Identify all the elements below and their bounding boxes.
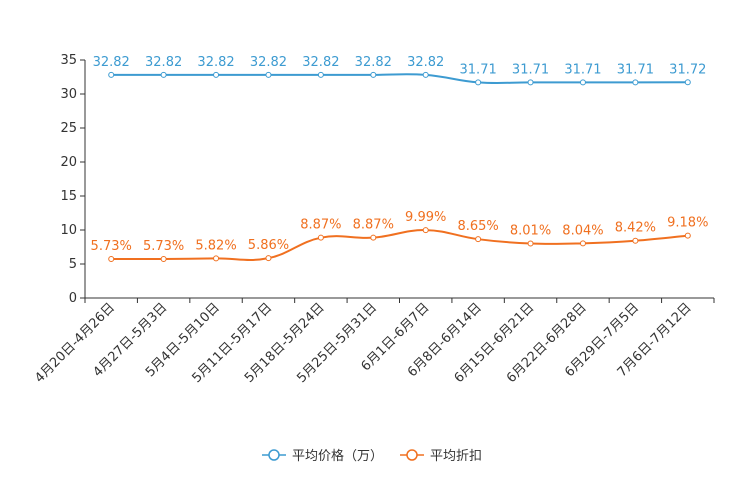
data-label: 8.87% [353, 218, 394, 233]
series-layer: 32.82 32.82 32.82 32.82 32.82 32.82 32.82 31.71… [91, 55, 708, 263]
data-point [160, 256, 167, 263]
data-point [632, 79, 639, 86]
data-label: 5.82% [195, 238, 236, 253]
legend-item-avg-price[interactable]: 平均价格（万） [262, 448, 383, 464]
data-point [265, 71, 272, 78]
data-point [108, 71, 115, 78]
series-line [111, 229, 688, 262]
data-label: 9.18% [667, 216, 708, 231]
data-point [317, 234, 324, 241]
data-point [422, 227, 429, 234]
legend-item-avg-discount[interactable]: 平均折扣 [400, 449, 482, 464]
data-point [527, 240, 534, 247]
data-label: 8.65% [457, 219, 498, 234]
y-tick-label: 15 [60, 189, 77, 204]
data-label: 32.82 [145, 55, 182, 70]
data-label: 31.72 [669, 62, 706, 77]
data-label: 8.42% [615, 221, 656, 236]
data-point [265, 255, 272, 262]
data-point [475, 236, 482, 243]
y-tick-label: 20 [60, 155, 77, 170]
legend[interactable]: 平均价格（万） 平均折扣 [262, 448, 482, 464]
legend-label: 平均折扣 [430, 449, 482, 464]
data-point [213, 71, 220, 78]
data-point [632, 237, 639, 244]
data-label: 32.82 [93, 55, 130, 70]
series-avg-discount: 5.73% 5.73% 5.82% 5.86% 8.87% 8.87% 9.99% 8.65%… [91, 210, 708, 263]
data-point [317, 71, 324, 78]
data-point [370, 71, 377, 78]
series-line [111, 73, 688, 85]
data-label: 31.71 [564, 62, 601, 77]
data-point [160, 71, 167, 78]
y-tick-label: 30 [60, 87, 77, 102]
data-point [527, 79, 534, 86]
data-label: 32.82 [250, 55, 287, 70]
data-point [579, 240, 586, 247]
legend-circle-icon [268, 449, 280, 461]
data-label: 8.04% [562, 223, 603, 238]
data-label: 31.71 [460, 62, 497, 77]
data-point [579, 79, 586, 86]
legend-label: 平均价格（万） [292, 448, 383, 464]
data-label: 5.73% [91, 239, 132, 254]
y-tick-label: 35 [60, 53, 77, 68]
data-point [684, 232, 691, 239]
y-tick-label: 0 [69, 291, 77, 306]
legend-circle-icon [406, 449, 418, 461]
data-label: 31.71 [617, 62, 654, 77]
data-label: 5.73% [143, 239, 184, 254]
data-label: 32.82 [407, 55, 444, 70]
data-label: 31.71 [512, 62, 549, 77]
data-label: 9.99% [405, 210, 446, 225]
data-label: 32.82 [302, 55, 339, 70]
y-tick-label: 10 [60, 223, 77, 238]
data-point [108, 256, 115, 263]
data-label: 32.82 [197, 55, 234, 70]
data-label: 5.86% [248, 238, 289, 253]
data-point [213, 255, 220, 262]
data-label: 8.01% [510, 224, 551, 239]
data-label: 32.82 [355, 55, 392, 70]
data-point [370, 234, 377, 241]
y-tick-label: 5 [69, 257, 77, 272]
data-label: 8.87% [300, 218, 341, 233]
data-point [475, 79, 482, 86]
data-point [684, 79, 691, 86]
data-point [422, 71, 429, 78]
y-tick-label: 25 [60, 121, 77, 136]
series-avg-price: 32.82 32.82 32.82 32.82 32.82 32.82 32.82 31.71… [93, 55, 706, 86]
